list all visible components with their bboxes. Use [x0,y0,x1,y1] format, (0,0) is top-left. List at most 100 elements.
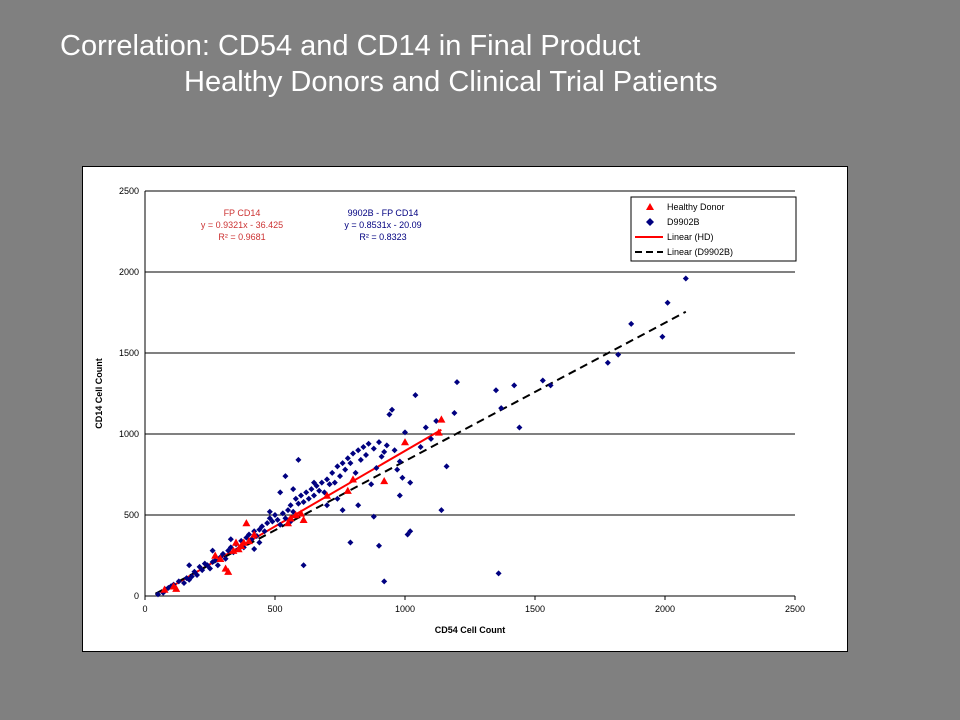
d9902b-point [659,333,666,340]
x-tick-label: 0 [142,604,147,614]
d9902b-point [396,492,403,499]
d9902b-point [664,299,671,306]
d9902b-point [209,558,216,565]
d9902b-point [259,523,265,530]
d9902b-point [376,439,382,446]
d9902b-point [376,542,382,549]
annotation-hd-line: FP CD14 [224,208,261,218]
d9902b-point [209,547,216,554]
d9902b-point [389,406,395,413]
healthy-donor-point [349,475,357,483]
d9902b-point [256,526,263,533]
d9902b-point [407,528,414,535]
d9902b-point [339,460,346,467]
d9902b-point [370,445,377,452]
x-tick-label: 2000 [655,604,675,614]
healthy-donor-point [232,538,240,546]
healthy-donor-point [401,438,409,446]
healthy-donor-point [211,551,220,559]
d9902b-point [399,474,406,481]
d9902b-point [428,435,434,442]
chart-frame: 0 500 1000 1500 2000 2500 0 500 1000 1500 2000 2500… [82,166,848,652]
d9902b-point [443,463,450,470]
legend-label: Linear (HD) [667,232,714,242]
d9902b-point [295,456,302,463]
d9902b-point [266,508,273,515]
d9902b-point [381,578,388,585]
healthy-donor-point [216,554,225,562]
annotation-hd-line: y = 0.9321x - 36.425 [201,220,283,230]
legend-d9902b-marker [646,218,654,226]
d9902b-point [329,469,336,476]
x-axis-label: CD54 Cell Count [435,625,506,635]
d9902b-point [290,508,297,515]
d9902b-point [290,486,297,493]
d9902b-point [334,495,341,502]
d9902b-point [282,515,289,522]
d9902b-point [493,387,499,394]
legend-box [630,196,797,262]
d9902b-point [498,405,505,412]
d9902b-point [516,424,523,431]
annotation-hd-line: R² = 0.9681 [218,232,265,242]
y-tick-label: 500 [124,510,139,520]
y-axis-label: CD14 Cell Count [94,358,104,429]
d9902b-point [628,320,635,327]
title-line-1: Correlation: CD54 and CD14 in Final Prod… [60,30,641,62]
d9902b-point [318,479,325,486]
y-tick-label: 1000 [119,429,139,439]
d9902b-point [417,443,424,450]
d9902b-point [511,382,518,389]
d9902b-point [370,513,377,520]
healthy-donor-point [297,509,305,517]
d9902b-point [339,507,346,514]
healthy-donor-point [284,519,292,527]
d9902b-point [279,510,286,517]
healthy-donor-point [380,476,389,485]
d9902b-point [407,479,414,486]
d9902b-point [303,489,310,496]
legend-label: D9902B [667,217,700,227]
d9902b-point [264,520,271,527]
d9902b-point [391,447,398,454]
d9902b-point [295,500,302,507]
d9902b-point [308,486,315,493]
d9902b-point [344,455,351,462]
d9902b-point [342,466,349,473]
healthy-donor-point [160,585,169,593]
d9902b-point [615,351,622,358]
x-tick-label: 1500 [525,604,545,614]
healthy-donor-point [172,584,181,592]
d9902b-point [438,507,445,514]
healthy-donor-point [286,514,295,522]
d9902b-point [451,409,458,416]
d9902b-point [355,447,362,454]
d9902b-point [256,539,263,546]
annotation-d-line: R² = 0.8323 [359,232,406,242]
d9902b-point [272,512,278,518]
d9902b-point [394,466,401,473]
legend-label: Linear (D9902B) [667,247,733,257]
d9902b-point [214,562,221,569]
healthy-donor-point [224,567,233,575]
d9902b-point [422,424,429,431]
annotation-d-line: 9902B - FP CD14 [348,208,419,218]
y-tick-label: 1500 [119,348,139,358]
d9902b-point [324,476,330,483]
d9902b-point [360,443,367,450]
d9902b-point [183,575,190,582]
d9902b-point [433,418,440,425]
d9902b-point [355,502,362,509]
d9902b-point [331,479,338,486]
d9902b-point [495,570,502,577]
healthy-donor-point [299,515,308,524]
d9902b-point [175,578,182,585]
y-tick-label: 2000 [119,267,139,277]
d9902b-point [324,502,330,509]
legend-hd-marker [646,203,654,210]
legend-label: Healthy Donor [667,202,725,212]
d9902b-point [181,580,187,587]
d9902b-point [347,460,354,467]
d9902b-point [277,521,284,528]
d9902b-point [352,469,359,476]
